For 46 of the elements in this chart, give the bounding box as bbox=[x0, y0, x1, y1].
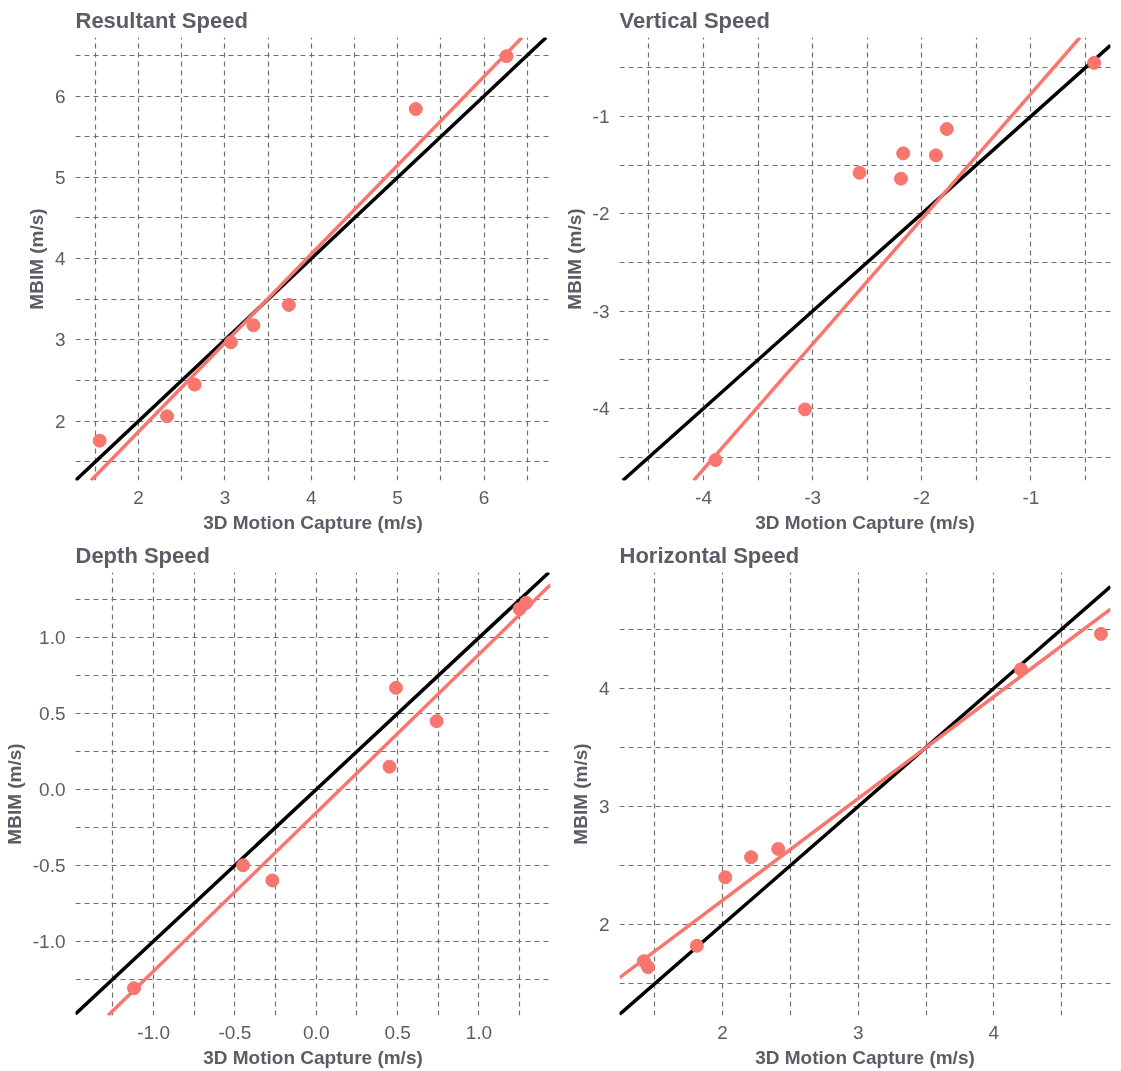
x-tick-label: 6 bbox=[478, 486, 490, 508]
x-tick-label: -1 bbox=[1022, 486, 1040, 508]
y-axis-title: MBIM (m/s) bbox=[25, 208, 47, 310]
y-tick-label: 1.0 bbox=[39, 627, 66, 649]
y-tick-label: 3 bbox=[598, 795, 610, 817]
y-axis-title: MBIM (m/s) bbox=[569, 743, 591, 845]
chart-title: Resultant Speed bbox=[75, 7, 248, 33]
chart-title: Depth Speed bbox=[75, 542, 210, 568]
x-tick-label: 5 bbox=[392, 486, 403, 508]
x-tick-label: 4 bbox=[988, 1021, 1000, 1043]
x-tick-label: -3 bbox=[804, 486, 822, 508]
chart-title: Horizontal Speed bbox=[619, 542, 800, 568]
x-tick-label: -4 bbox=[695, 486, 713, 508]
y-tick-label: 3 bbox=[54, 329, 66, 351]
y-axis-title: MBIM (m/s) bbox=[563, 208, 585, 310]
y-tick-label: 4 bbox=[54, 248, 66, 270]
x-tick-label: 4 bbox=[305, 486, 317, 508]
y-tick-label: 0.5 bbox=[39, 703, 66, 725]
y-tick-label: 2 bbox=[598, 914, 610, 936]
y-tick-label: -1.0 bbox=[32, 930, 66, 952]
x-tick-label: -2 bbox=[913, 486, 931, 508]
y-tick-label: 0.0 bbox=[39, 778, 66, 800]
y-tick-label: -1 bbox=[592, 105, 610, 127]
x-tick-label: 2 bbox=[717, 1021, 728, 1043]
x-axis-title: 3D Motion Capture (m/s) bbox=[203, 1046, 423, 1068]
x-tick-label: 1.0 bbox=[465, 1021, 493, 1043]
y-tick-label: 2 bbox=[54, 410, 66, 432]
x-axis-title: 3D Motion Capture (m/s) bbox=[755, 511, 975, 533]
x-axis-title: 3D Motion Capture (m/s) bbox=[203, 511, 423, 533]
chart-title: Vertical Speed bbox=[619, 7, 770, 33]
x-tick-label: 0.5 bbox=[384, 1021, 411, 1043]
y-tick-label: 5 bbox=[54, 166, 66, 188]
y-tick-label: 4 bbox=[598, 677, 610, 699]
y-tick-label: 6 bbox=[54, 85, 66, 107]
x-tick-label: -0.5 bbox=[218, 1021, 252, 1043]
y-axis-title: MBIM (m/s) bbox=[3, 743, 25, 845]
y-tick-label: -2 bbox=[592, 203, 610, 225]
x-tick-label: 0.0 bbox=[303, 1021, 330, 1043]
y-tick-label: -4 bbox=[592, 397, 610, 419]
y-tick-label: -0.5 bbox=[32, 854, 66, 876]
x-tick-label: 3 bbox=[219, 486, 231, 508]
x-tick-label: 3 bbox=[852, 1021, 864, 1043]
x-tick-label: 2 bbox=[133, 486, 144, 508]
x-axis-title: 3D Motion Capture (m/s) bbox=[755, 1046, 975, 1068]
x-tick-label: -1.0 bbox=[137, 1021, 170, 1043]
y-tick-label: -3 bbox=[592, 300, 610, 322]
